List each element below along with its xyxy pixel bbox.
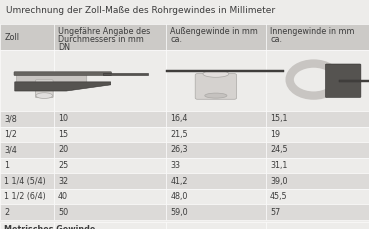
Bar	[54, 189, 166, 204]
Text: Metrisches Gewinde: Metrisches Gewinde	[4, 225, 96, 229]
Bar	[266, 142, 369, 158]
Ellipse shape	[36, 93, 53, 98]
Bar	[266, 111, 369, 127]
Bar	[266, 222, 369, 229]
Text: 41,2: 41,2	[170, 177, 188, 186]
Bar	[54, 127, 166, 142]
Text: 48,0: 48,0	[170, 192, 188, 201]
Bar	[266, 189, 369, 204]
Bar	[166, 24, 266, 50]
Bar	[166, 70, 284, 71]
Text: 1: 1	[4, 161, 10, 170]
Bar	[0, 204, 54, 220]
Text: 25: 25	[58, 161, 68, 170]
Text: 1/2: 1/2	[4, 130, 17, 139]
Text: Durchmessers in mm: Durchmessers in mm	[58, 35, 144, 44]
Ellipse shape	[205, 93, 227, 98]
Bar	[166, 173, 266, 189]
Bar	[54, 111, 166, 127]
FancyBboxPatch shape	[35, 80, 53, 98]
Bar	[266, 50, 369, 111]
Text: 39,0: 39,0	[270, 177, 287, 186]
Bar	[166, 111, 266, 127]
Bar	[54, 222, 166, 229]
Bar	[339, 80, 369, 82]
Bar	[166, 158, 266, 173]
Bar	[0, 189, 54, 204]
Bar	[0, 222, 54, 229]
Bar	[0, 127, 54, 142]
Bar	[166, 50, 266, 111]
Bar	[266, 158, 369, 173]
Text: Innengewinde in mm: Innengewinde in mm	[270, 27, 355, 36]
Text: 1 1/4 (5/4): 1 1/4 (5/4)	[4, 177, 46, 186]
Text: 21,5: 21,5	[170, 130, 188, 139]
Text: 2: 2	[4, 208, 10, 217]
Text: 10: 10	[58, 114, 68, 123]
Text: 3/4: 3/4	[4, 145, 17, 155]
Bar	[0, 173, 54, 189]
Bar	[54, 204, 166, 220]
Bar	[166, 204, 266, 220]
Bar	[166, 142, 266, 158]
Text: 31,1: 31,1	[270, 161, 287, 170]
Bar	[54, 24, 166, 50]
FancyBboxPatch shape	[17, 74, 87, 85]
Text: 19: 19	[270, 130, 280, 139]
Bar	[54, 173, 166, 189]
Text: Zoll: Zoll	[4, 33, 20, 42]
FancyBboxPatch shape	[14, 72, 111, 76]
Ellipse shape	[203, 71, 229, 77]
FancyBboxPatch shape	[195, 74, 237, 99]
Ellipse shape	[299, 69, 328, 90]
Text: 20: 20	[58, 145, 68, 155]
Text: 15: 15	[58, 130, 68, 139]
Polygon shape	[15, 82, 111, 91]
Bar	[166, 127, 266, 142]
Text: 24,5: 24,5	[270, 145, 288, 155]
Text: Außengewinde in mm: Außengewinde in mm	[170, 27, 258, 36]
Text: 26,3: 26,3	[170, 145, 188, 155]
Text: 3/8: 3/8	[4, 114, 17, 123]
Bar	[166, 222, 266, 229]
Text: 16,4: 16,4	[170, 114, 188, 123]
Bar	[266, 24, 369, 50]
Text: Ungefähre Angabe des: Ungefähre Angabe des	[58, 27, 150, 36]
Text: DN: DN	[58, 43, 70, 52]
Bar	[266, 204, 369, 220]
Bar	[54, 158, 166, 173]
Text: ca.: ca.	[170, 35, 183, 44]
FancyBboxPatch shape	[325, 64, 361, 98]
Text: 57: 57	[270, 208, 280, 217]
Bar	[166, 189, 266, 204]
Text: 50: 50	[58, 208, 68, 217]
Text: 1 1/2 (6/4): 1 1/2 (6/4)	[4, 192, 46, 201]
Bar	[266, 127, 369, 142]
Text: 40: 40	[58, 192, 68, 201]
Bar	[0, 24, 54, 50]
Text: 59,0: 59,0	[170, 208, 188, 217]
Text: ca.: ca.	[270, 35, 282, 44]
Text: 45,5: 45,5	[270, 192, 288, 201]
Bar	[0, 158, 54, 173]
Bar	[103, 73, 148, 75]
Text: 32: 32	[58, 177, 68, 186]
Text: 33: 33	[170, 161, 180, 170]
Bar	[0, 50, 54, 111]
Bar	[54, 50, 166, 111]
Bar	[0, 111, 54, 127]
Bar	[266, 173, 369, 189]
Text: Umrechnung der Zoll-Maße des Rohrgewindes in Millimeter: Umrechnung der Zoll-Maße des Rohrgewinde…	[6, 6, 275, 15]
Text: 15,1: 15,1	[270, 114, 287, 123]
Bar	[54, 142, 166, 158]
Bar	[0, 142, 54, 158]
